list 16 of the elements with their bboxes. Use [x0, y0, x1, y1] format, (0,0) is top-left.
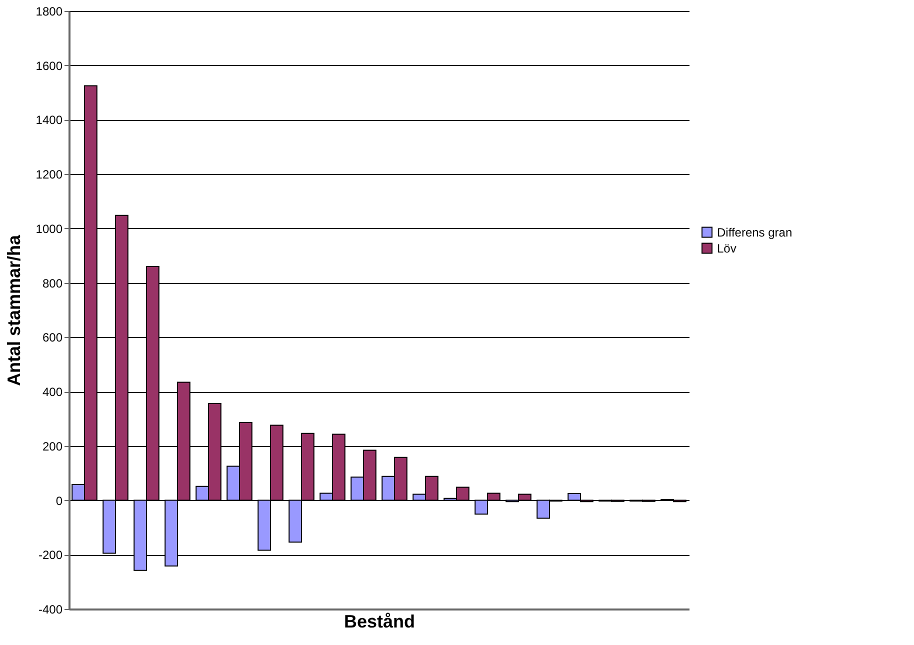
y-tick-label: 0: [56, 494, 63, 508]
y-tick-label: 600: [42, 330, 63, 345]
y-tick-label: 1800: [36, 4, 63, 18]
y-tick-label: 1600: [36, 58, 63, 73]
y-tick-label: 1200: [36, 168, 63, 182]
y-tick-label: 800: [42, 276, 63, 290]
x-axis-title: Bestånd: [344, 612, 416, 632]
y-tick-label: -200: [38, 548, 63, 562]
y-axis-title: Antal stammar/ha: [4, 234, 24, 386]
y-tick-label: 400: [42, 385, 63, 400]
y-tick-label: 1000: [36, 222, 63, 236]
y-tick-label: 1400: [36, 113, 63, 128]
legend-label: Differens gran: [717, 225, 792, 240]
y-tick-label: 200: [42, 439, 63, 454]
legend-label: Löv: [717, 241, 736, 256]
y-tick-label: -400: [38, 602, 63, 616]
